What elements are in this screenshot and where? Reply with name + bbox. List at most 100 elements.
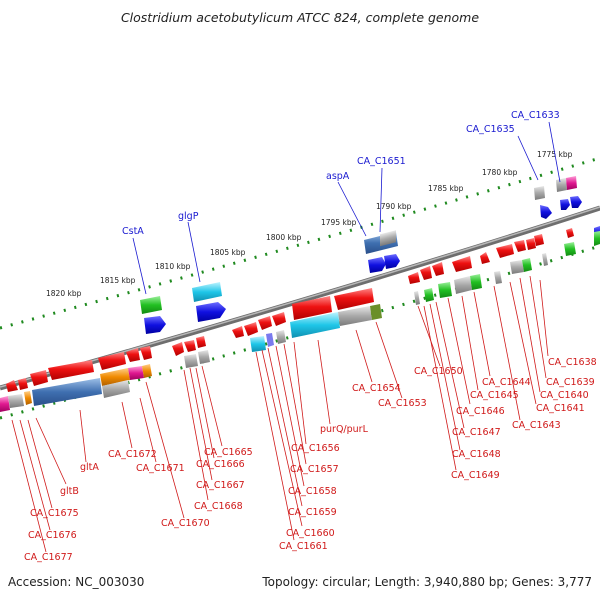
kbp-tick-label: 1820 kbp xyxy=(46,289,82,298)
reverse-cds xyxy=(98,352,126,370)
forward-cds xyxy=(196,302,226,322)
feature-bar xyxy=(24,391,32,405)
kbp-tick-label: 1785 kbp xyxy=(428,184,464,193)
gene-label: gltB xyxy=(60,486,79,497)
gene-label: gltA xyxy=(80,462,99,473)
bottom-leader-lines xyxy=(11,275,549,553)
feature-bar xyxy=(470,274,482,290)
kbp-tick-labels: 1775 kbp 1780 kbp 1785 kbp 1790 kbp 1795… xyxy=(46,150,573,298)
reverse-cds xyxy=(534,234,544,246)
feature-bar xyxy=(564,242,576,256)
reverse-cds xyxy=(172,342,184,356)
kbp-tick-label: 1810 kbp xyxy=(155,262,191,271)
kbp-tick-label: 1815 kbp xyxy=(100,276,136,285)
gene-label: CA_C1645 xyxy=(470,390,519,401)
reverse-cds xyxy=(272,312,286,326)
gene-label: CA_C1654 xyxy=(352,383,401,394)
accession-text: Accession: NC_003030 xyxy=(8,575,145,589)
gene-label: CA_C1643 xyxy=(512,420,561,431)
reverse-cds xyxy=(196,336,206,348)
gene-label: CA_C1639 xyxy=(546,377,595,388)
feature-bar xyxy=(266,333,274,347)
feature-bar xyxy=(102,380,130,398)
gene-label: CA_C1649 xyxy=(451,470,500,481)
genome-summary-text: Topology: circular; Length: 3,940,880 bp… xyxy=(262,575,592,589)
forward-cds xyxy=(144,316,166,334)
feature-bar xyxy=(510,260,524,274)
reverse-cds xyxy=(244,322,258,336)
feature-bar xyxy=(424,288,434,302)
feature-bar xyxy=(556,178,567,192)
gene-label: CA_C1648 xyxy=(452,449,501,460)
forward-cds xyxy=(368,257,386,273)
gene-label: CA_C1640 xyxy=(540,390,589,401)
reverse-cds xyxy=(514,240,526,252)
gene-label: CA_C1668 xyxy=(194,501,243,512)
kbp-tick-label: 1780 kbp xyxy=(482,168,518,177)
reverse-cds xyxy=(232,326,244,338)
feature-bar xyxy=(566,176,577,190)
gene-label: CA_C1646 xyxy=(456,406,505,417)
reverse-cds xyxy=(126,348,140,362)
gene-label: CA_C1651 xyxy=(357,156,406,167)
feature-bar xyxy=(8,394,24,408)
feature-bar xyxy=(142,364,152,378)
feature-bar xyxy=(414,291,420,305)
gene-label: CA_C1656 xyxy=(291,443,340,454)
gene-label: CA_C1659 xyxy=(288,507,337,518)
feature-bar xyxy=(454,276,472,294)
top-leader-lines xyxy=(132,121,561,295)
gene-label: aspA xyxy=(326,171,350,182)
gene-label: CA_C1658 xyxy=(288,486,337,497)
feature-bar xyxy=(198,350,210,364)
kbp-tick-label: 1795 kbp xyxy=(321,218,357,227)
forward-cds xyxy=(540,205,552,219)
gene-label: CA_C1666 xyxy=(196,459,245,470)
forward-cds xyxy=(570,196,582,208)
gene-label: CA_C1641 xyxy=(536,403,585,414)
forward-cds xyxy=(384,254,400,269)
gene-label: CA_C1633 xyxy=(511,110,560,121)
gene-label: CA_C1661 xyxy=(279,541,328,552)
feature-bar xyxy=(534,186,545,200)
feature-bar xyxy=(184,354,198,368)
gene-label: CA_C1677 xyxy=(24,552,73,563)
reverse-features xyxy=(0,228,600,412)
gene-label: CA_C1657 xyxy=(290,464,339,475)
reverse-cds xyxy=(526,238,536,250)
gene-label: purQ/purL xyxy=(320,424,369,435)
feature-bar xyxy=(0,396,10,412)
forward-gene-labels: CA_C1633 CA_C1635 CA_C1651 aspA glgP Cst… xyxy=(122,110,560,237)
gene-label: CA_C1635 xyxy=(466,124,515,135)
gene-label: CA_C1671 xyxy=(136,463,185,474)
feature-bar xyxy=(140,296,162,314)
reverse-cds xyxy=(292,296,332,320)
gene-label: CA_C1653 xyxy=(378,398,427,409)
kbp-tick-label: 1805 kbp xyxy=(210,248,246,257)
reverse-cds xyxy=(496,244,514,258)
reverse-cds xyxy=(566,228,574,238)
gene-label: CA_C1644 xyxy=(482,377,531,388)
feature-bar xyxy=(438,282,452,298)
feature-bar xyxy=(128,366,144,380)
reverse-cds xyxy=(6,380,18,392)
gene-label: CA_C1672 xyxy=(108,449,157,460)
feature-bar xyxy=(290,312,340,338)
gene-label: CA_C1667 xyxy=(196,480,245,491)
reverse-cds xyxy=(452,256,472,272)
reverse-cds xyxy=(432,262,444,276)
feature-bar xyxy=(594,231,600,246)
gene-label: CA_C1665 xyxy=(204,447,253,458)
reverse-cds xyxy=(334,288,374,310)
forward-cds xyxy=(560,199,570,210)
gene-label: CA_C1647 xyxy=(452,427,501,438)
reverse-cds xyxy=(408,272,420,284)
feature-bar xyxy=(276,330,286,344)
gene-label: CA_C1650 xyxy=(414,366,463,377)
gene-label: CA_C1670 xyxy=(161,518,210,529)
gene-label: CstA xyxy=(122,226,144,237)
feature-bar xyxy=(494,271,502,284)
feature-bar xyxy=(338,306,372,326)
reverse-cds xyxy=(18,378,28,390)
